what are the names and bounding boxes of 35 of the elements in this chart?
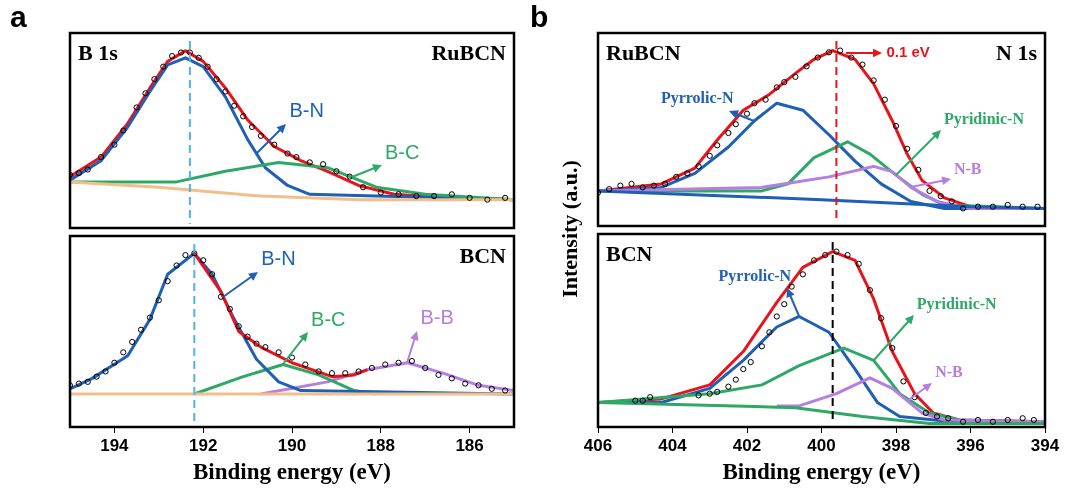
series-label: Pyrrolic-N — [660, 88, 734, 107]
x-tick-label: 406 — [583, 435, 613, 455]
x-tick-label: 186 — [455, 435, 484, 455]
series-label: B-C — [384, 140, 420, 163]
text: N-B — [935, 362, 964, 380]
x-tick-label: 400 — [807, 435, 836, 455]
annotation: BCN — [606, 240, 653, 266]
text: Pyridinic-N — [944, 110, 1025, 129]
x-tick-label: 396 — [956, 435, 985, 455]
annotation: RuBCN — [606, 39, 681, 65]
annotation: N 1s — [996, 39, 1038, 65]
text: Pyrrolic-N — [718, 266, 792, 285]
x-tick-label: 398 — [881, 435, 911, 455]
chart-title: a — [10, 0, 27, 34]
text: B-C — [311, 308, 346, 331]
annotation: RuBCN — [431, 39, 507, 65]
x-tick-label: 190 — [277, 435, 307, 455]
series-label: B-B — [420, 306, 454, 329]
x-axis-title: Binding energy (eV) — [192, 459, 392, 485]
chart-title: b — [530, 0, 549, 34]
series-label: N-B — [953, 159, 982, 177]
x-tick-label: 192 — [189, 435, 218, 455]
annotation: 0.1 eV — [886, 43, 930, 61]
text: Pyridinic-N — [916, 295, 998, 314]
x-tick-label: 402 — [732, 435, 762, 455]
text: B-N — [289, 99, 324, 122]
x-tick-label: 194 — [100, 435, 130, 455]
y-axis-title: Intensity (a.u.) — [557, 159, 583, 300]
x-tick-label: 404 — [658, 435, 688, 455]
x-axis-title: Binding energy (eV) — [722, 459, 921, 485]
annotation: BCN — [459, 242, 507, 268]
x-tick-label: 188 — [366, 435, 395, 455]
annotation: B 1s — [78, 39, 119, 65]
text: B-N — [261, 247, 296, 270]
x-tick-label: 394 — [1030, 435, 1060, 455]
